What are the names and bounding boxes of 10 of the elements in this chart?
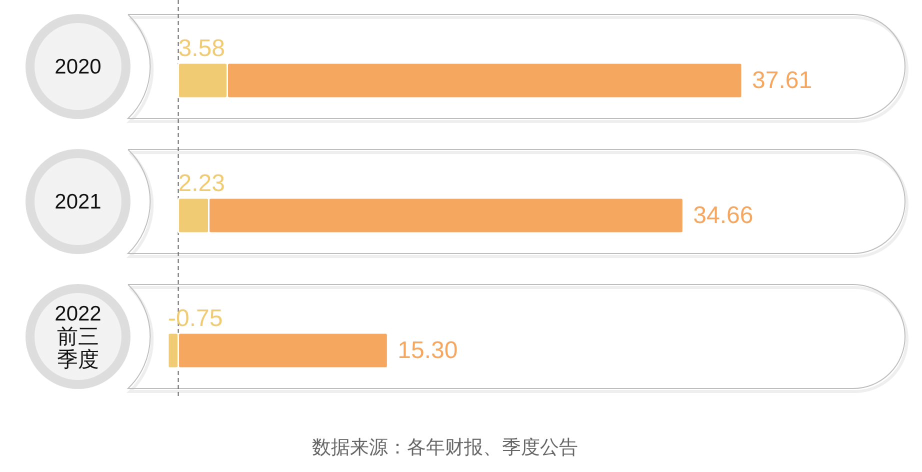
y-tick-label: 2022前三季度 — [54, 302, 102, 371]
data-label: 15.30 — [398, 337, 458, 364]
source-note: 数据来源：各年财报、季度公告 — [312, 436, 578, 458]
y-tick-label: 2020 — [54, 55, 102, 78]
data-label: 3.58 — [178, 35, 225, 62]
data-label: 34.66 — [693, 202, 754, 229]
data-label: 37.61 — [752, 67, 812, 94]
data-label: 2.23 — [178, 170, 225, 197]
data-label: -0.75 — [168, 305, 223, 332]
y-tick-label: 2021 — [54, 190, 102, 213]
